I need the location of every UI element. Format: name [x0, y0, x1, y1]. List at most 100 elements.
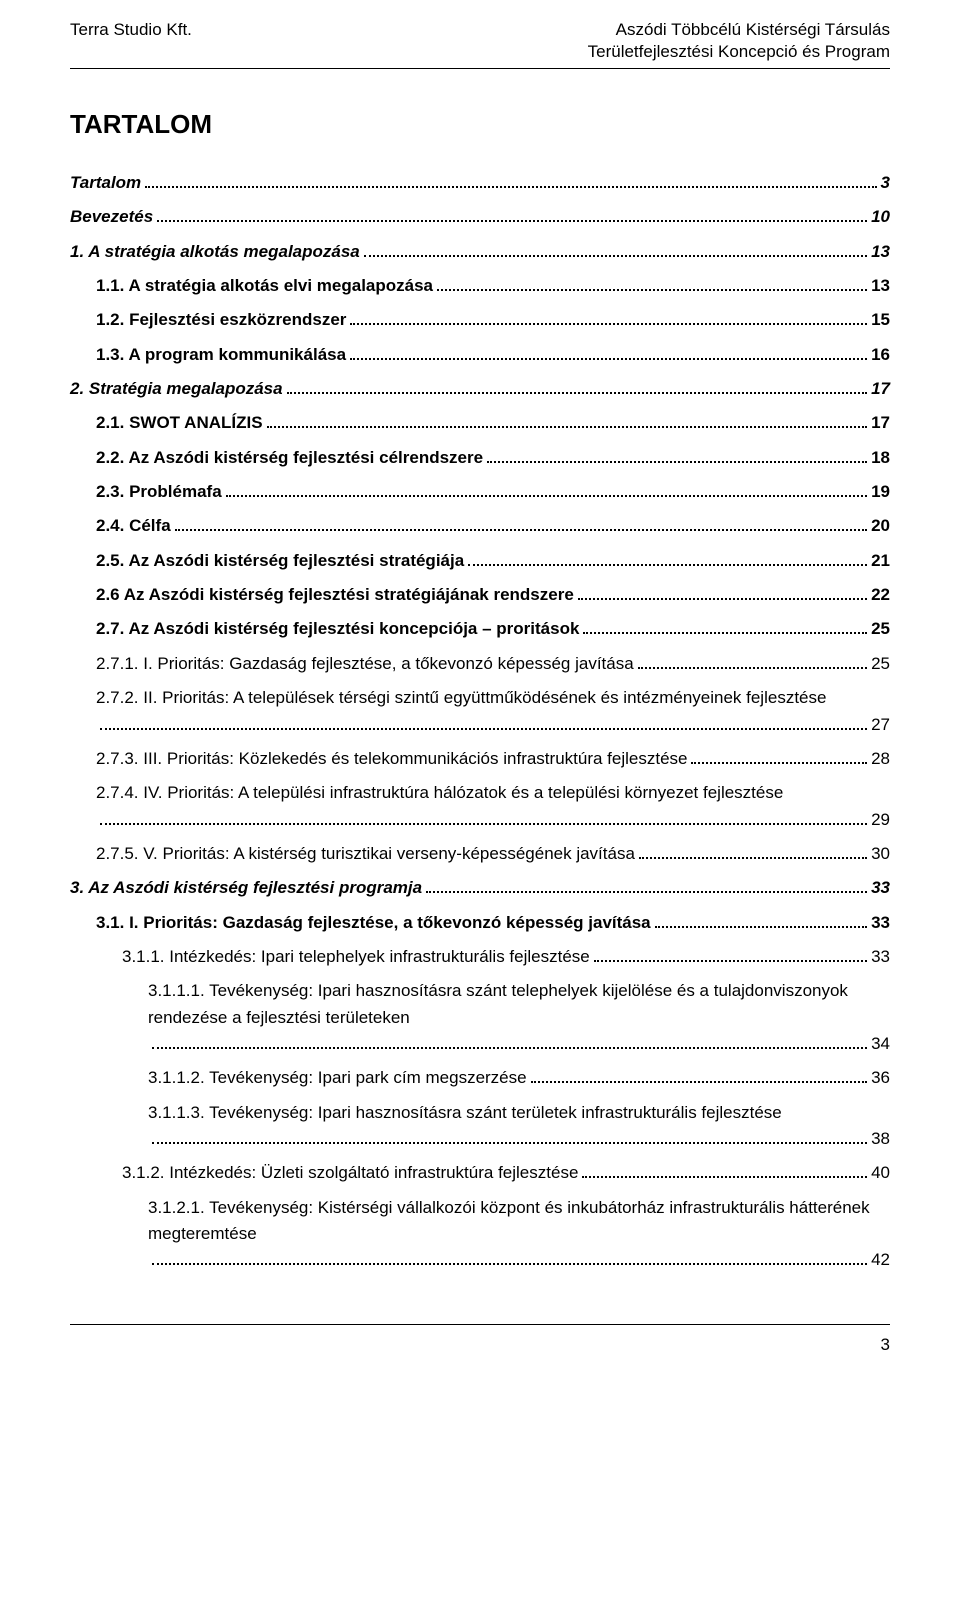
toc-entry: 1. A stratégia alkotás megalapozása 13: [70, 239, 890, 265]
toc-dots: [152, 1142, 867, 1144]
toc-dots: [364, 255, 867, 257]
toc-entry: 1.1. A stratégia alkotás elvi megalapozá…: [96, 273, 890, 299]
toc-entry-page: 38: [871, 1126, 890, 1152]
toc-dots: [426, 891, 867, 893]
toc-entry: 2.1. SWOT ANALÍZIS 17: [96, 410, 890, 436]
toc-entry-label: 3.1.1.2. Tevékenység: Ipari park cím meg…: [148, 1065, 527, 1091]
toc-entry-label: 3.1. I. Prioritás: Gazdaság fejlesztése,…: [96, 910, 651, 936]
toc-dots: [145, 186, 876, 188]
toc-entry-label: 2.7.3. III. Prioritás: Közlekedés és tel…: [96, 746, 687, 772]
toc-entry-label: 2.7.1. I. Prioritás: Gazdaság fejlesztés…: [96, 651, 634, 677]
toc-dots: [350, 323, 867, 325]
page-number: 3: [70, 1335, 890, 1355]
toc-entry-label: 3.1.1.1. Tevékenység: Ipari hasznosításr…: [148, 978, 890, 1031]
toc-dots: [468, 564, 867, 566]
page-title: TARTALOM: [70, 109, 890, 140]
toc-entry-page: 25: [871, 651, 890, 677]
toc-entry-page: 30: [871, 841, 890, 867]
toc-entry: 2.7. Az Aszódi kistérség fejlesztési kon…: [96, 616, 890, 642]
toc-dots: [487, 461, 867, 463]
toc-dots: [100, 728, 867, 730]
toc-entry: 3.1.2. Intézkedés: Üzleti szolgáltató in…: [122, 1160, 890, 1186]
toc-dots: [152, 1263, 867, 1265]
toc-entry-page: 40: [871, 1160, 890, 1186]
toc-entry-page: 33: [871, 875, 890, 901]
toc-entry-label: 2.7. Az Aszódi kistérség fejlesztési kon…: [96, 616, 579, 642]
toc-dots: [638, 667, 867, 669]
toc-dots: [100, 823, 867, 825]
toc-entry-page: 34: [871, 1031, 890, 1057]
toc-entry-page: 3: [881, 170, 890, 196]
toc-dots: [226, 495, 867, 497]
toc-dots: [152, 1047, 867, 1049]
toc-entry-label: 2.1. SWOT ANALÍZIS: [96, 410, 263, 436]
toc-entry-label: 2.4. Célfa: [96, 513, 171, 539]
toc-entry-label: 1.1. A stratégia alkotás elvi megalapozá…: [96, 273, 433, 299]
toc-entry-page: 36: [871, 1065, 890, 1091]
table-of-contents: Tartalom 3 Bevezetés 10 1. A stratégia alk…: [70, 170, 890, 1274]
toc-entry-label: 2.5. Az Aszódi kistérség fejlesztési str…: [96, 548, 464, 574]
toc-entry-page: 27: [871, 712, 890, 738]
toc-entry-page: 33: [871, 910, 890, 936]
toc-entry-page: 42: [871, 1247, 890, 1273]
header-left: Terra Studio Kft.: [70, 20, 192, 40]
toc-dots: [594, 960, 867, 962]
toc-entry-label: 2.3. Problémafa: [96, 479, 222, 505]
toc-entry-page: 13: [871, 239, 890, 265]
toc-entry: 2. Stratégia megalapozása 17: [70, 376, 890, 402]
toc-entry: 2.7.3. III. Prioritás: Közlekedés és tel…: [96, 746, 890, 772]
toc-entry: 2.5. Az Aszódi kistérség fejlesztési str…: [96, 548, 890, 574]
toc-dots: [175, 529, 867, 531]
toc-dots: [583, 632, 867, 634]
toc-entry: 3.1.1. Intézkedés: Ipari telephelyek inf…: [122, 944, 890, 970]
toc-entry-page: 28: [871, 746, 890, 772]
toc-entry-label: 1. A stratégia alkotás megalapozása: [70, 239, 360, 265]
toc-entry-label: Bevezetés: [70, 204, 153, 230]
toc-entry-page: 17: [871, 376, 890, 402]
toc-entry-page: 19: [871, 479, 890, 505]
toc-entry-page: 16: [871, 342, 890, 368]
toc-entry-label: 2. Stratégia megalapozása: [70, 376, 283, 402]
header-right: Aszódi Többcélú Kistérségi Társulás: [616, 20, 890, 40]
toc-entry-page: 17: [871, 410, 890, 436]
toc-entry: Bevezetés 10: [70, 204, 890, 230]
toc-entry: 3.1. I. Prioritás: Gazdaság fejlesztése,…: [96, 910, 890, 936]
header-sub: Területfejlesztési Koncepció és Program: [70, 42, 890, 62]
toc-entry-label: 1.2. Fejlesztési eszközrendszer: [96, 307, 346, 333]
toc-entry-label: 2.6 Az Aszódi kistérség fejlesztési stra…: [96, 582, 574, 608]
toc-dots: [691, 762, 867, 764]
toc-entry-label: 2.7.5. V. Prioritás: A kistérség turiszt…: [96, 841, 635, 867]
toc-entry: 2.4. Célfa 20: [96, 513, 890, 539]
toc-entry-page: 10: [871, 204, 890, 230]
toc-entry-page: 20: [871, 513, 890, 539]
toc-entry-label: 2.7.2. II. Prioritás: A települések térs…: [96, 685, 890, 711]
toc-entry-label: 2.7.4. IV. Prioritás: A települési infra…: [96, 780, 890, 806]
toc-entry-page: 29: [871, 807, 890, 833]
toc-entry: 3. Az Aszódi kistérség fejlesztési progr…: [70, 875, 890, 901]
header-rule: [70, 68, 890, 69]
toc-dots: [287, 392, 867, 394]
toc-entry: 3.1.1.2. Tevékenység: Ipari park cím meg…: [148, 1065, 890, 1091]
toc-entry: 2.6 Az Aszódi kistérség fejlesztési stra…: [96, 582, 890, 608]
toc-entry-label: 3.1.2. Intézkedés: Üzleti szolgáltató in…: [122, 1160, 578, 1186]
toc-entry-page: 33: [871, 944, 890, 970]
toc-entry: 2.3. Problémafa 19: [96, 479, 890, 505]
toc-entry-label: 3.1.2.1. Tevékenység: Kistérségi vállalk…: [148, 1195, 890, 1248]
footer-rule: [70, 1324, 890, 1325]
toc-entry-page: 25: [871, 616, 890, 642]
toc-entry-page: 13: [871, 273, 890, 299]
toc-dots: [655, 926, 867, 928]
toc-entry-label: 1.3. A program kommunikálása: [96, 342, 346, 368]
toc-entry-label: 3. Az Aszódi kistérség fejlesztési progr…: [70, 875, 422, 901]
toc-entry-page: 15: [871, 307, 890, 333]
toc-dots: [267, 426, 868, 428]
toc-entry: 1.3. A program kommunikálása 16: [96, 342, 890, 368]
toc-dots: [639, 857, 867, 859]
toc-entry: 1.2. Fejlesztési eszközrendszer 15: [96, 307, 890, 333]
toc-dots: [578, 598, 867, 600]
toc-dots: [437, 289, 867, 291]
toc-entry: 2.2. Az Aszódi kistérség fejlesztési cél…: [96, 445, 890, 471]
toc-dots: [350, 358, 867, 360]
toc-entry-label: Tartalom: [70, 170, 141, 196]
toc-entry-page: 22: [871, 582, 890, 608]
